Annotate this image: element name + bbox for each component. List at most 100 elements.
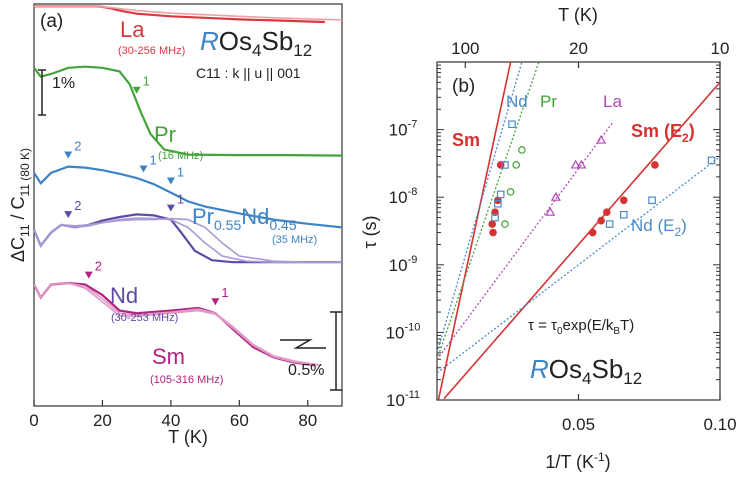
point-sm-e2- [619, 196, 628, 205]
series-label-nd: Nd [110, 283, 138, 308]
transition-marker-label: 2 [74, 198, 81, 213]
curve-la [34, 5, 343, 21]
y-tick-label-b: 10-9 [389, 254, 418, 275]
series-label-b-pr: Pr [540, 92, 557, 111]
series-freq-pr0-55nd0-45: (35 MHz) [272, 234, 317, 246]
point-nd [496, 190, 505, 199]
y-axis-label-a: ΔC11 / C11 (80 K) [8, 148, 32, 262]
series-labels-a: La (30-256 MHz) Pr (16 MHz) Pr0.55Nd0.45(35 … [110, 17, 317, 386]
point-nd [494, 199, 502, 208]
x-ticks-a: 0 20 40 60 80 [29, 400, 317, 430]
series-label-prnd: Pr0.55Nd0.45 [192, 204, 297, 233]
transition-marker-icon [211, 298, 220, 306]
x-tick-label-a: 0 [29, 411, 38, 430]
point-nd-e2- [648, 196, 656, 205]
panel-a: (a) ROs4Sb12 C11 : k || u || 001 0 20 40 60… [8, 3, 343, 447]
fit-pr [436, 61, 540, 360]
x-axis-label-b: 1/T (K-1) [545, 450, 610, 472]
scale-1pct-label: 1% [52, 75, 75, 92]
fit-sm [437, 61, 512, 401]
top-axis-label-b: T (K) [558, 5, 598, 25]
transition-marker-icon [84, 271, 93, 279]
scale-bar-05pct: 0.5% [280, 311, 342, 391]
fit-la [436, 122, 613, 360]
series-label-pr: Pr [154, 122, 176, 147]
fit-sm-e2 [443, 81, 721, 400]
point-la [570, 159, 581, 169]
x-tick-label-a: 60 [230, 411, 249, 430]
transition-marker-icon [166, 177, 175, 185]
transition-marker-icon [64, 211, 73, 219]
panel-a-title: ROs4Sb12 [200, 26, 312, 60]
transition-marker-icon [64, 151, 73, 159]
curve-pr0-55nd0-45 [33, 165, 343, 229]
point-sm-e2- [588, 228, 597, 237]
series-freq-nd: (30-253 MHz) [111, 312, 178, 324]
curve-nd [33, 217, 342, 263]
config-annotation: C11 : k || u || 001 [196, 65, 301, 81]
point-la [596, 134, 607, 144]
panel-b: (b) 0.05 0.10 100 20 10 10-11 10-10 10-9 10-8 10-… [360, 5, 737, 472]
transition-marker-label: 2 [74, 139, 81, 154]
point-pr [506, 188, 515, 196]
x-tick-label-b: 0.05 [562, 415, 595, 434]
point-pr [501, 220, 509, 228]
y-axis-label-b: τ (s) [360, 215, 380, 248]
point-pr [512, 161, 521, 169]
transition-marker-label: 1 [150, 152, 157, 167]
panel-b-label: (b) [452, 76, 475, 97]
transition-marker-label: 1 [177, 192, 184, 207]
point-pr [518, 146, 526, 154]
scale-05pct-label: 0.5% [288, 362, 324, 379]
transition-markers-a: 112112121 [64, 74, 229, 306]
transition-marker-label: 2 [95, 259, 102, 274]
series-freq-sm: (105-316 MHz) [150, 374, 223, 386]
data-points-b [488, 120, 716, 237]
transition-marker-icon [139, 165, 148, 173]
x-axis-label-a: T (K) [168, 427, 208, 447]
scale-bar-1pct: 1% [38, 69, 75, 116]
transition-marker-icon [132, 86, 141, 94]
point-sm-e2- [651, 161, 659, 169]
point-la [550, 191, 561, 201]
series-freq-la: (30-256 MHz) [118, 45, 185, 57]
point-la [545, 206, 556, 216]
fit-nd-e2 [436, 156, 721, 374]
zigzag-arrow-icon [280, 339, 326, 349]
series-label-la: La [120, 17, 145, 42]
point-nd-e2- [619, 210, 628, 219]
y-tick-label-b: 10-11 [386, 389, 420, 410]
point-la [576, 159, 587, 169]
series-label-sm: Sm [152, 344, 185, 369]
point-nd [508, 120, 516, 129]
series-label-b-nd: Nd [506, 92, 528, 111]
top-tick-label-b: 10 [711, 39, 730, 58]
curve-sm [33, 282, 322, 366]
point-sm-e2- [603, 208, 611, 216]
panel-a-label: (a) [40, 11, 63, 32]
formula-annotation: τ = τ0exp(E/kBT) [528, 317, 634, 337]
panel-a-frame [33, 3, 343, 407]
point-nd [501, 161, 509, 169]
panel-b-title: ROs4Sb12 [530, 354, 642, 388]
series-label-b-la: La [603, 92, 622, 111]
series-labels-b: Sm Sm (E2) Nd Nd (E2) Pr La [452, 92, 695, 239]
point-nd-e2- [605, 220, 614, 228]
y-tick-label-b: 10-10 [386, 321, 421, 342]
transition-marker-icon [166, 204, 175, 212]
x-tick-label-a: 40 [161, 411, 180, 430]
transition-marker-label: 1 [221, 285, 228, 300]
x-tick-label-a: 80 [298, 411, 317, 430]
top-tick-label-b: 20 [569, 39, 588, 58]
fit-nd [436, 61, 523, 353]
point-nd-e2- [707, 156, 716, 165]
point-sm [488, 220, 496, 228]
axis-ticks-b: 0.05 0.10 100 20 10 10-11 10-10 10-9 10-8 10-7 [386, 39, 737, 434]
y-tick-label-b: 10-7 [389, 119, 418, 140]
curves-a [32, 5, 343, 367]
point-nd [491, 213, 499, 222]
point-sm [489, 228, 497, 237]
transition-marker-label: 1 [143, 74, 150, 89]
point-sm-e2- [597, 216, 605, 225]
